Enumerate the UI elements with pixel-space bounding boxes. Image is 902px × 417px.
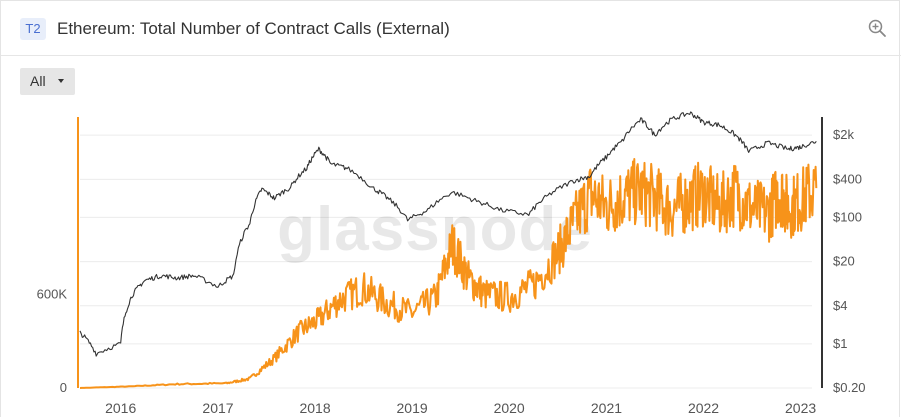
x-axis-tick-label: 2016 <box>105 400 136 416</box>
x-axis-tick-label: 2022 <box>688 400 719 416</box>
x-axis-tick-label: 2021 <box>591 400 622 416</box>
price-series-line <box>79 111 817 357</box>
right-axis-tick-label: $2k <box>833 127 854 142</box>
x-axis-tick-label: 2023 <box>785 400 816 416</box>
right-axis-tick-label: $20 <box>833 254 855 269</box>
chart-area: glassnode 0 600K $0.20 $1 $4 $20 $100 $400 $2k 20… <box>37 111 866 416</box>
right-axis-tick-label: $400 <box>833 171 862 186</box>
contract-calls-series-line <box>79 158 818 389</box>
right-axis-tick-label: $0.20 <box>833 380 866 395</box>
tier-badge: T2 <box>20 18 46 40</box>
left-axis-tick-label: 0 <box>60 380 67 395</box>
left-axis-tick-label: 600K <box>37 286 68 301</box>
x-axis-tick-label: 2017 <box>202 400 233 416</box>
x-axis-tick-label: 2020 <box>494 400 525 416</box>
watermark-logo: glassnode <box>277 195 593 264</box>
x-axis-tick-label: 2018 <box>299 400 330 416</box>
chart-header: T2 Ethereum: Total Number of Contract Ca… <box>1 1 901 56</box>
chart-title: Ethereum: Total Number of Contract Calls… <box>57 19 450 38</box>
right-axis-tick-label: $4 <box>833 298 847 313</box>
range-dropdown-label: All <box>30 73 46 89</box>
right-axis-tick-label: $100 <box>833 209 862 224</box>
series-layer <box>79 111 818 389</box>
right-axis-tick-label: $1 <box>833 336 847 351</box>
chevron-down-icon <box>58 79 64 83</box>
axis-layer: 0 600K $0.20 $1 $4 $20 $100 $400 $2k 2016 2017 2018… <box>37 117 866 416</box>
range-dropdown[interactable]: All <box>20 68 75 95</box>
x-axis-tick-label: 2019 <box>397 400 428 416</box>
zoom-in-icon[interactable] <box>867 18 887 38</box>
